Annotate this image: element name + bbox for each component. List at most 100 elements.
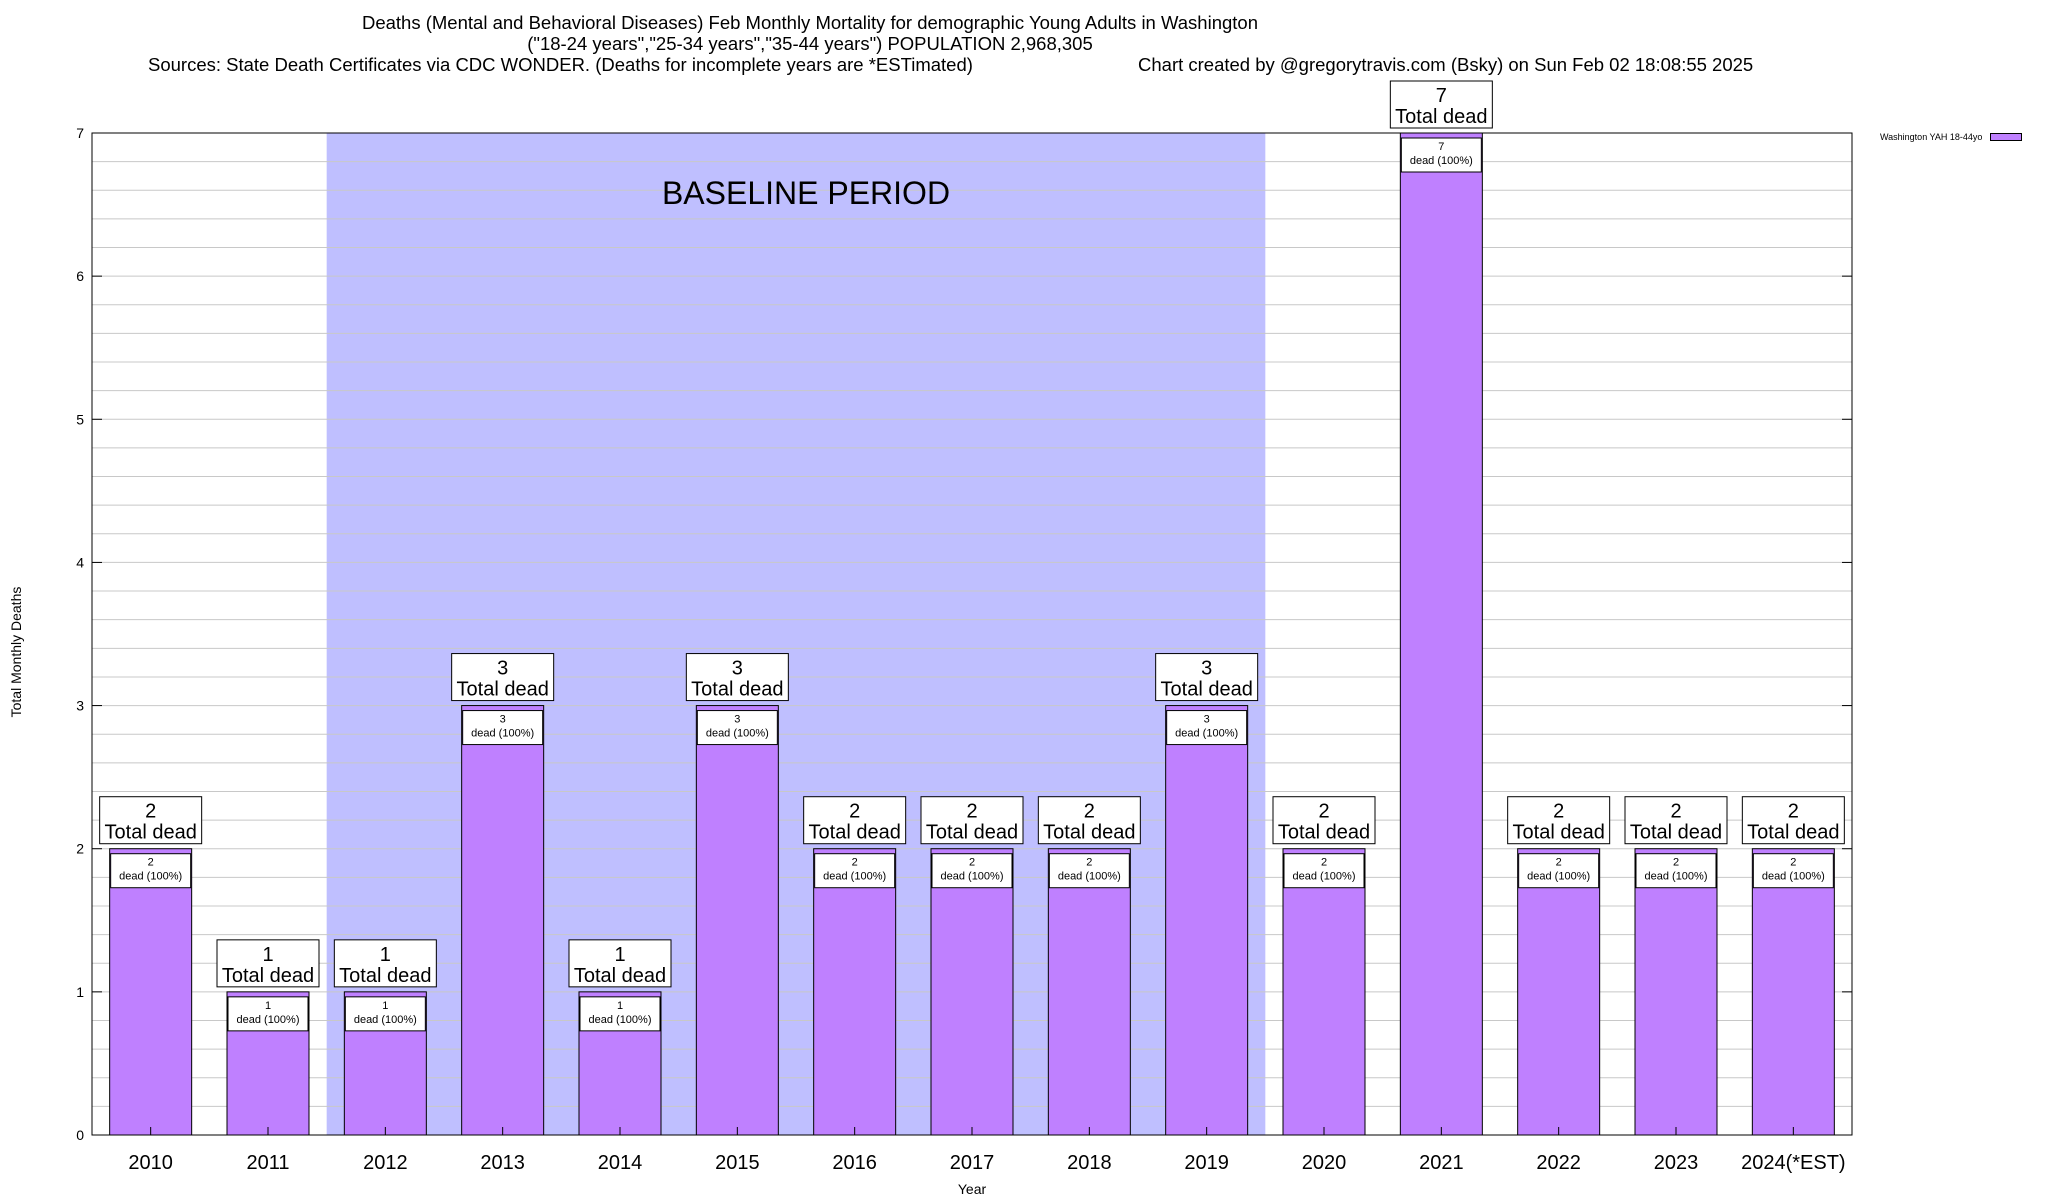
bar — [1047, 848, 1131, 1136]
inner-label-value: 3 — [500, 714, 506, 726]
inner-label-value: 2 — [148, 857, 154, 869]
inner-label-text: dead (100%) — [1762, 871, 1825, 883]
inner-label-box — [1400, 137, 1482, 173]
y-tick-label: 5 — [76, 411, 84, 427]
inner-label-text: dead (100%) — [354, 1014, 417, 1026]
bar — [813, 848, 897, 1136]
inner-label-value: 2 — [969, 857, 975, 869]
y-tick-label: 2 — [76, 841, 84, 857]
inner-label-box — [579, 996, 661, 1032]
inner-label-box — [1283, 853, 1365, 889]
legend-swatch — [1990, 133, 2023, 141]
total-label-text: Total dead — [574, 965, 666, 987]
inner-label-text: dead (100%) — [1527, 871, 1590, 883]
total-label-box — [1741, 796, 1845, 845]
inner-label-value: 2 — [1321, 857, 1327, 869]
inner-label-text: dead (100%) — [471, 728, 534, 740]
inner-label-text: dead (100%) — [1645, 871, 1708, 883]
inner-label-value: 1 — [617, 1000, 623, 1012]
inner-label-value: 7 — [1438, 141, 1444, 153]
total-label-box — [685, 653, 789, 702]
total-label-text: Total dead — [222, 965, 314, 987]
inner-label-value: 2 — [852, 857, 858, 869]
inner-label-value: 2 — [1790, 857, 1796, 869]
plot-frame — [91, 132, 1853, 1136]
total-label-value: 3 — [1201, 658, 1212, 680]
baseline-period-label: BASELINE PERIOD — [661, 175, 951, 211]
inner-label-box — [696, 710, 778, 746]
total-label-box — [99, 796, 203, 845]
total-label-value: 1 — [380, 944, 391, 966]
total-label-value: 2 — [145, 801, 156, 823]
inner-label-box — [462, 710, 544, 746]
y-tick-label: 1 — [76, 984, 84, 1000]
inner-label-text: dead (100%) — [589, 1014, 652, 1026]
total-label-box — [1155, 653, 1259, 702]
legend: Washington YAH 18-44yo — [1880, 132, 2023, 142]
bar — [1282, 848, 1366, 1136]
inner-label-box — [1048, 853, 1130, 889]
inner-label-text: dead (100%) — [706, 728, 769, 740]
credit-text: Chart created by @gregorytravis.com (Bsk… — [1138, 54, 1754, 75]
bar — [1517, 848, 1601, 1136]
x-axis-label: Year — [957, 1181, 987, 1197]
x-tick-label: 2013 — [480, 1152, 525, 1174]
y-tick-label: 4 — [76, 554, 84, 570]
legend-label: Washington YAH 18-44yo — [1880, 132, 1983, 142]
inner-label-box — [1752, 853, 1834, 889]
x-tick-label: 2023 — [1654, 1152, 1699, 1174]
total-label-value: 3 — [732, 658, 743, 680]
bar — [1399, 132, 1483, 1136]
bar — [461, 705, 545, 1136]
total-label-value: 2 — [1788, 801, 1799, 823]
total-label-text: Total dead — [1630, 822, 1722, 844]
total-label-text: Total dead — [105, 822, 197, 844]
total-label-value: 7 — [1436, 85, 1447, 107]
y-tick-label: 3 — [76, 698, 84, 714]
bar — [1165, 705, 1249, 1136]
bar — [109, 848, 193, 1136]
inner-label-value: 3 — [734, 714, 740, 726]
inner-label-value: 2 — [1673, 857, 1679, 869]
y-tick-label: 0 — [76, 1127, 84, 1143]
inner-label-box — [814, 853, 896, 889]
x-tick-label: 2022 — [1536, 1152, 1581, 1174]
inner-label-text: dead (100%) — [1293, 871, 1356, 883]
inner-label-box — [344, 996, 426, 1032]
inner-label-text: dead (100%) — [823, 871, 886, 883]
total-label-value: 1 — [262, 944, 273, 966]
inner-label-text: dead (100%) — [1175, 728, 1238, 740]
total-label-value: 1 — [614, 944, 625, 966]
inner-label-text: dead (100%) — [941, 871, 1004, 883]
bar — [1634, 848, 1718, 1136]
total-label-value: 2 — [1553, 801, 1564, 823]
inner-label-box — [1518, 853, 1600, 889]
chart-subtitle: ("18-24 years","25-34 years","35-44 year… — [527, 33, 1093, 54]
total-label-box — [216, 939, 320, 988]
total-label-box — [1037, 796, 1141, 845]
total-label-box — [1624, 796, 1728, 845]
bar — [695, 705, 779, 1136]
total-label-box — [1389, 80, 1493, 129]
x-tick-label: 2014 — [598, 1152, 643, 1174]
inner-label-value: 3 — [1204, 714, 1210, 726]
total-label-value: 2 — [1084, 801, 1095, 823]
total-label-box — [451, 653, 555, 702]
x-tick-label: 2016 — [832, 1152, 877, 1174]
total-label-text: Total dead — [1513, 822, 1605, 844]
y-tick-label: 7 — [76, 125, 84, 141]
total-label-box — [568, 939, 672, 988]
bar — [930, 848, 1014, 1136]
total-label-box — [920, 796, 1024, 845]
total-label-value: 2 — [1670, 801, 1681, 823]
inner-label-box — [110, 853, 192, 889]
x-tick-label: 2010 — [128, 1152, 173, 1174]
total-label-text: Total dead — [1395, 106, 1487, 128]
total-label-value: 2 — [849, 801, 860, 823]
x-tick-label: 2024(*EST) — [1741, 1152, 1846, 1174]
x-tick-label: 2017 — [950, 1152, 995, 1174]
y-tick-label: 6 — [76, 268, 84, 284]
total-label-value: 3 — [497, 658, 508, 680]
inner-label-text: dead (100%) — [1058, 871, 1121, 883]
